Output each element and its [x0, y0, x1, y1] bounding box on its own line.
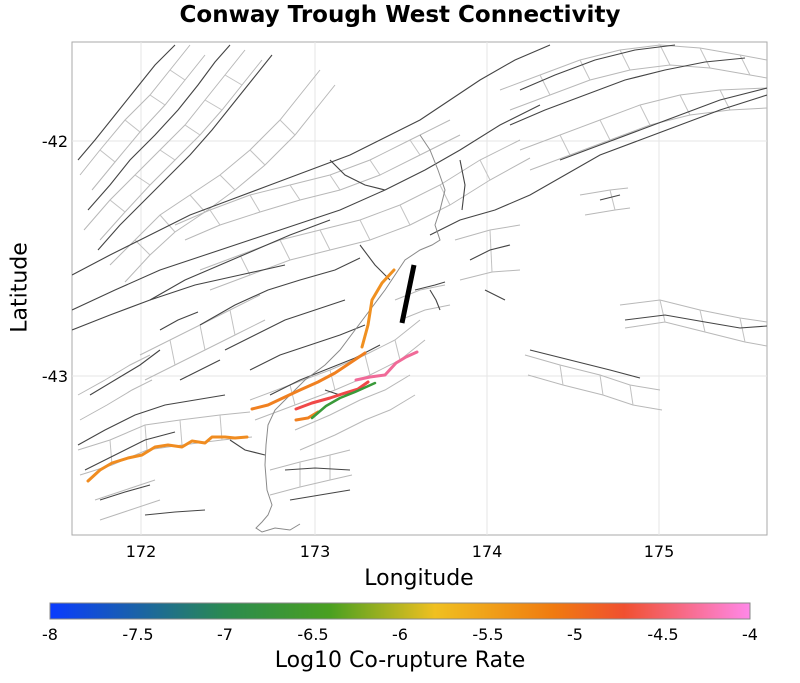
rupture-north-orange-3 — [360, 268, 396, 349]
y-tick-neg42: -42 — [41, 132, 68, 151]
target-fault — [399, 264, 417, 324]
x-tick-173: 173 — [299, 542, 331, 561]
colorbar-gradient — [49, 602, 751, 620]
colorbar-tick-neg4-5: -4.5 — [647, 625, 679, 644]
x-tick-174: 174 — [471, 542, 503, 561]
rupture-segments — [86, 268, 419, 483]
rupture-central-orange-2-branch — [294, 410, 320, 422]
colorbar-tick-neg5: -5 — [567, 625, 583, 644]
coastline — [255, 134, 446, 533]
chart-title: Conway Trough West Connectivity — [179, 2, 621, 28]
x-axis-label: Longitude — [364, 566, 474, 591]
y-axis-label: Latitude — [7, 242, 33, 333]
colorbar-tick-neg6-5: -6.5 — [297, 625, 329, 644]
colorbar-label: Log10 Co-rupture Rate — [274, 648, 526, 673]
rupture-west-orange-1 — [86, 435, 249, 483]
x-tick-172: 172 — [125, 542, 157, 561]
x-tick-175: 175 — [643, 542, 675, 561]
colorbar-tick-neg4: -4 — [742, 625, 758, 644]
colorbar-tick-neg5-5: -5.5 — [472, 625, 504, 644]
colorbar-tick-neg6: -6 — [392, 625, 408, 644]
rupture-green-segment — [310, 381, 377, 420]
y-tick-neg43: -43 — [41, 367, 68, 386]
fault-outline-rungs — [99, 44, 751, 487]
rupture-central-orange-2 — [250, 351, 367, 411]
rupture-red-segment — [294, 380, 370, 411]
colorbar-tick-neg7-5: -7.5 — [122, 625, 154, 644]
colorbar-tick-neg7: -7 — [217, 625, 233, 644]
rupture-pink-segment — [354, 350, 419, 382]
colorbar-tick-neg8: -8 — [42, 625, 58, 644]
